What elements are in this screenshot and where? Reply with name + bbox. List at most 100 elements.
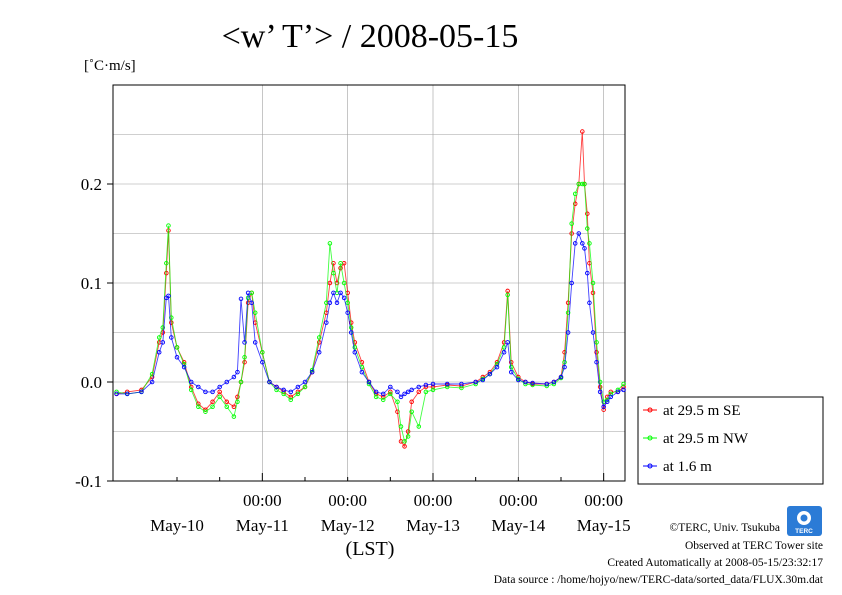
data-point bbox=[114, 389, 119, 395]
data-point bbox=[316, 350, 322, 355]
data-point bbox=[166, 293, 171, 299]
data-point bbox=[114, 391, 119, 397]
data-point bbox=[235, 394, 240, 400]
data-point bbox=[196, 404, 201, 410]
data-point bbox=[324, 320, 329, 325]
data-point bbox=[572, 191, 578, 197]
data-point bbox=[169, 315, 174, 320]
y-tick-label: 0.1 bbox=[81, 274, 102, 293]
logo-text: TERC bbox=[795, 528, 813, 535]
x-tick-time-label: 00:00 bbox=[499, 491, 538, 510]
logo-drop-center bbox=[800, 514, 808, 522]
data-point bbox=[160, 325, 166, 330]
data-point bbox=[380, 397, 386, 403]
observed-text: Observed at TERC Tower site bbox=[685, 540, 823, 552]
data-point bbox=[494, 364, 500, 370]
data-point bbox=[569, 280, 574, 286]
data-point bbox=[238, 296, 244, 302]
data-point bbox=[416, 384, 422, 390]
data-point bbox=[551, 379, 557, 385]
data-point bbox=[181, 364, 187, 370]
data-point bbox=[203, 389, 208, 395]
source-text: Data source : /home/hojyo/new/TERC-data/… bbox=[494, 574, 824, 586]
data-point bbox=[210, 389, 215, 395]
data-point bbox=[267, 379, 272, 385]
data-point bbox=[572, 201, 578, 207]
data-point bbox=[345, 300, 350, 306]
data-point bbox=[331, 260, 336, 266]
data-point bbox=[203, 409, 208, 414]
data-point bbox=[480, 377, 486, 383]
chart-title: <w’ T’> / 2008-05-15 bbox=[222, 18, 519, 55]
series-layer bbox=[114, 129, 626, 449]
legend-marker bbox=[647, 463, 653, 469]
x-tick-date-label: May-13 bbox=[406, 516, 460, 535]
data-point bbox=[331, 270, 336, 276]
data-point bbox=[416, 424, 422, 429]
data-point bbox=[516, 377, 521, 383]
series-line bbox=[116, 232, 624, 408]
data-point bbox=[388, 384, 393, 390]
data-point bbox=[402, 444, 407, 449]
data-point bbox=[366, 379, 372, 385]
data-point bbox=[274, 387, 279, 393]
data-point bbox=[565, 330, 571, 335]
data-point bbox=[260, 350, 265, 355]
data-point bbox=[409, 409, 414, 414]
x-tick-date-label: May-14 bbox=[491, 516, 545, 535]
legend-label: at 1.6 m bbox=[663, 459, 712, 475]
data-point bbox=[621, 384, 626, 390]
data-point bbox=[597, 379, 603, 385]
data-point bbox=[405, 389, 411, 395]
data-point bbox=[380, 394, 386, 400]
data-point bbox=[169, 335, 174, 340]
data-point bbox=[260, 359, 265, 365]
data-point bbox=[544, 381, 550, 387]
data-point bbox=[621, 387, 626, 393]
data-point bbox=[523, 379, 528, 385]
copyright-text: ©TERC, Univ. Tsukuba bbox=[670, 522, 780, 534]
data-point bbox=[459, 381, 464, 387]
data-point bbox=[601, 404, 606, 410]
data-point bbox=[608, 391, 614, 397]
data-point bbox=[235, 369, 240, 375]
series-2 bbox=[114, 181, 626, 444]
data-point bbox=[156, 335, 162, 340]
data-point bbox=[430, 381, 436, 387]
legend-box bbox=[637, 396, 824, 485]
data-point bbox=[196, 401, 201, 407]
data-point bbox=[576, 231, 582, 236]
x-tick-time-label: 00:00 bbox=[243, 491, 282, 510]
data-point bbox=[149, 379, 155, 385]
data-point bbox=[572, 241, 578, 246]
x-tick-time-label: 00:00 bbox=[584, 491, 623, 510]
data-point bbox=[621, 381, 626, 387]
data-point bbox=[242, 340, 247, 345]
data-point bbox=[210, 399, 215, 405]
data-point bbox=[188, 379, 194, 385]
data-point bbox=[224, 379, 230, 385]
data-point bbox=[585, 211, 590, 216]
data-point bbox=[252, 310, 258, 315]
data-point bbox=[217, 384, 222, 390]
data-point bbox=[327, 241, 333, 246]
data-point bbox=[352, 350, 358, 355]
data-point bbox=[430, 387, 436, 393]
x-axis-label: (LST) bbox=[346, 538, 395, 560]
x-axis: 00:00 00:00 00:00 00:00 00:00 May-10 May-11 May… bbox=[150, 473, 631, 535]
data-point bbox=[587, 241, 592, 246]
x-tick-date-label: May-11 bbox=[236, 516, 289, 535]
data-point bbox=[380, 391, 386, 397]
data-point bbox=[348, 325, 354, 330]
data-point bbox=[582, 181, 587, 187]
data-point bbox=[359, 369, 365, 375]
data-point bbox=[249, 300, 254, 306]
data-point bbox=[288, 394, 294, 400]
data-point bbox=[252, 340, 258, 345]
data-point bbox=[487, 371, 493, 377]
x-tick-time-label: 00:00 bbox=[414, 491, 453, 510]
data-point bbox=[423, 389, 429, 395]
data-point bbox=[416, 389, 422, 395]
data-point bbox=[160, 340, 166, 345]
